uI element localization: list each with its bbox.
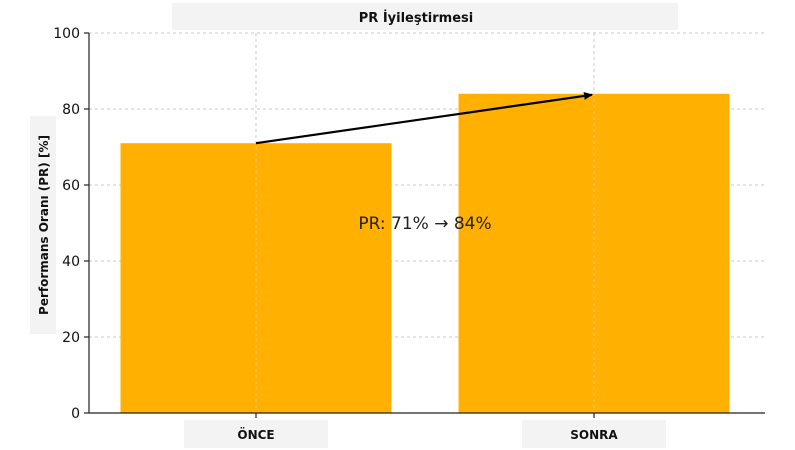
- bar-1: [120, 143, 392, 413]
- y-axis-label: Performans Oranı (PR) [%]: [37, 135, 51, 315]
- y-axis-label-background: [30, 116, 56, 334]
- chart-title-background: [172, 3, 678, 30]
- y-tick-label: 100: [53, 26, 80, 42]
- annotation-text: PR: 71% → 84%: [358, 214, 491, 234]
- x-tick-label-background: [184, 420, 328, 448]
- y-tick-label: 60: [62, 178, 80, 194]
- bars: [120, 33, 730, 414]
- y-tick-label: 0: [71, 406, 80, 422]
- chart-title: PR İyileştirmesi: [359, 10, 473, 26]
- axes: [88, 33, 765, 414]
- y-tick-label: 80: [62, 102, 80, 118]
- y-tick-label: 40: [62, 254, 80, 270]
- x-ticks: ÖNCE SONRA: [184, 413, 666, 448]
- y-ticks: 0 20 40 60 80 100: [53, 26, 89, 422]
- trend-arrow: [255, 91, 593, 145]
- x-tick-label-background: [522, 420, 666, 448]
- y-tick-label: 20: [62, 330, 80, 346]
- x-tick-label: SONRA: [570, 428, 618, 442]
- x-tick-label: ÖNCE: [237, 427, 274, 442]
